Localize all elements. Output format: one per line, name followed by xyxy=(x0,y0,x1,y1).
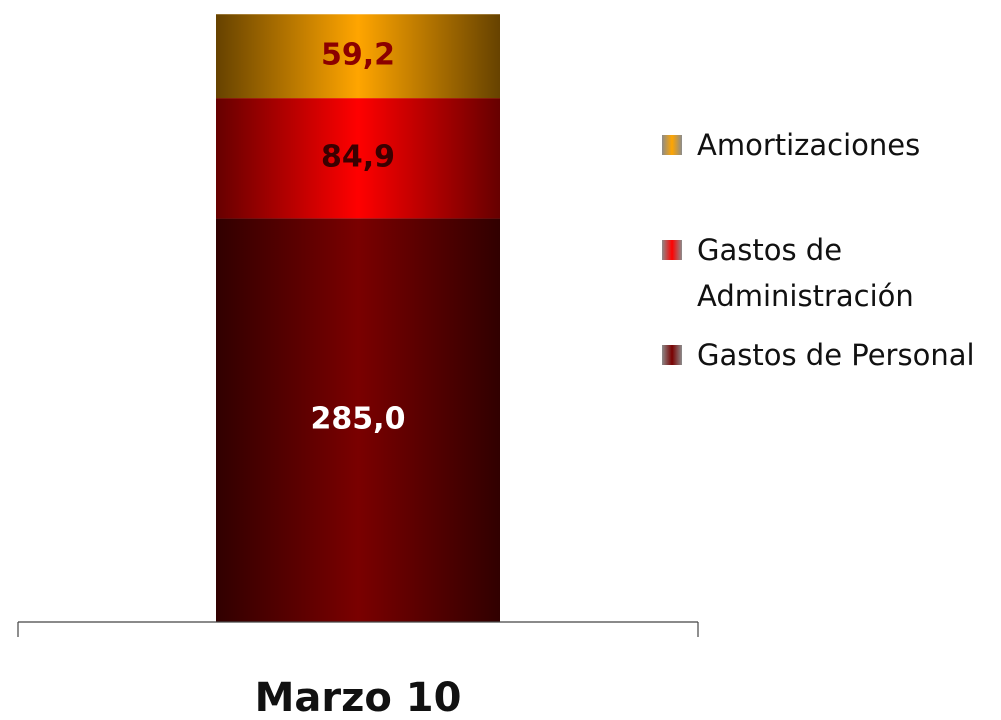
legend-item: Amortizaciones xyxy=(662,122,982,168)
legend-swatch xyxy=(662,345,682,365)
data-label: 84,9 xyxy=(321,140,395,175)
legend-label: Amortizaciones xyxy=(697,128,921,162)
legend-swatch xyxy=(662,240,682,260)
bar-shade xyxy=(216,14,500,99)
legend-item: Gastos de Personal xyxy=(662,332,982,378)
data-label: 285,0 xyxy=(311,402,406,437)
data-label: 59,2 xyxy=(321,38,395,73)
bar-shade xyxy=(216,218,500,622)
legend-label: Gastos de Personal xyxy=(697,338,975,372)
bar-shade xyxy=(216,98,500,219)
legend-swatch xyxy=(662,135,682,155)
x-tick-label: Marzo 10 xyxy=(255,675,462,720)
legend-label: Gastos de Administración xyxy=(697,233,914,313)
legend-item: Gastos de Administración xyxy=(662,227,982,319)
